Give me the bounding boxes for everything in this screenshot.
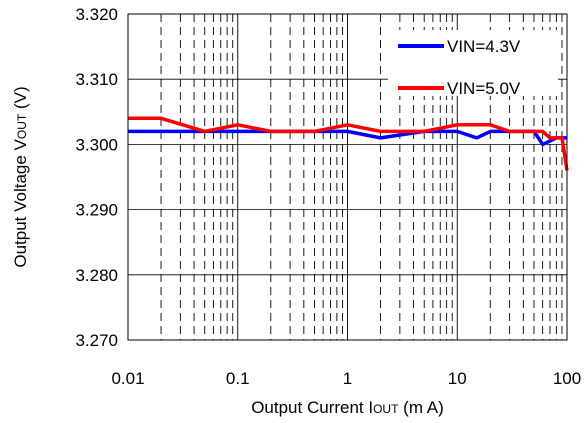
legend-background <box>388 30 558 96</box>
y-tick-label: 3.320 <box>75 5 118 24</box>
y-axis-title: Output Voltage VOUT (V) <box>11 86 30 267</box>
legend-box <box>388 30 558 96</box>
y-tick-label: 3.270 <box>75 331 118 350</box>
legend-label: VIN=4.3V <box>447 37 521 56</box>
y-tick-label: 3.290 <box>75 201 118 220</box>
series-line <box>128 116 569 171</box>
legend-label: VIN=5.0V <box>447 79 521 98</box>
tick-labels: 3.270 3.280 3.290 3.300 3.310 3.320 0.01 0.1 1 10… <box>75 5 581 388</box>
x-tick-label: 10 <box>448 369 467 388</box>
x-tick-label: 1 <box>343 369 352 388</box>
x-tick-label: 0.1 <box>226 369 250 388</box>
x-tick-label: 0.01 <box>111 369 144 388</box>
x-tick-label: 100 <box>553 369 581 388</box>
x-axis-title: Output Current IOUT (m A) <box>251 398 444 417</box>
plot-frame <box>127 13 568 341</box>
y-tick-label: 3.280 <box>75 266 118 285</box>
series-lines <box>128 116 569 171</box>
legend: VIN=4.3V VIN=5.0V <box>398 37 521 98</box>
y-tick-label: 3.310 <box>75 70 118 89</box>
y-tick-label: 3.300 <box>75 135 118 154</box>
